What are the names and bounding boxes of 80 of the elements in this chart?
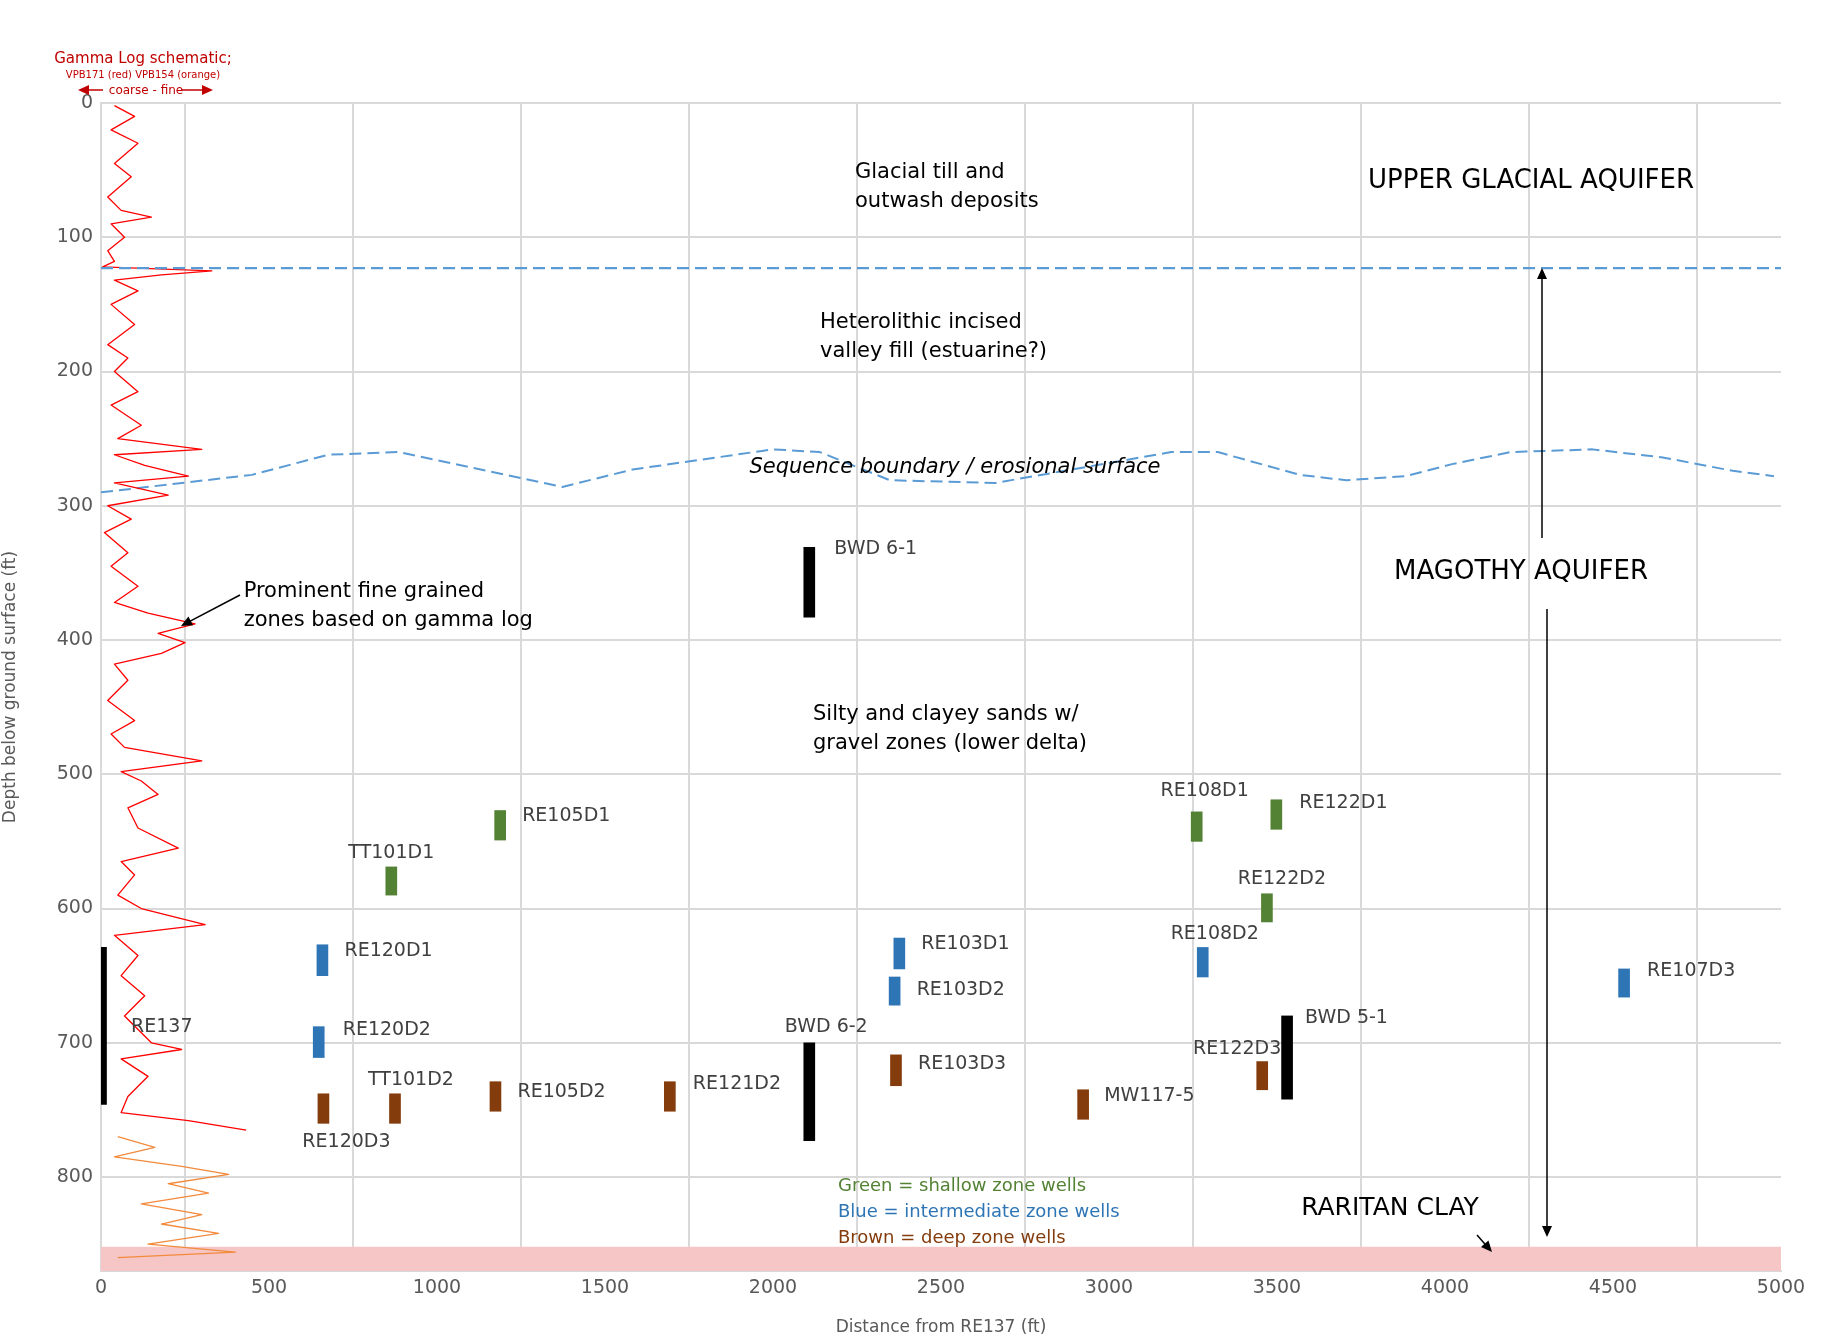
- annotation: Green = shallow zone wells: [838, 1173, 1087, 1195]
- annotation: RE122D2: [1237, 865, 1327, 888]
- annotation: Prominent fine grained zones based on gamma log: [243, 578, 533, 632]
- annotation: Silty and clayey sands w/ gravel zones (lower delta): [813, 701, 1088, 755]
- annotation: Brown = deep zone wells: [838, 1225, 1066, 1247]
- annotation: RE108D2: [1170, 921, 1259, 944]
- bar: [1281, 1015, 1293, 1100]
- bar: [312, 1026, 325, 1058]
- y-tick-label: 100: [56, 224, 93, 247]
- annotation: RE137: [131, 1013, 193, 1036]
- annotation: RE120D2: [342, 1016, 431, 1039]
- annotation: RE103D1: [921, 930, 1010, 953]
- x-tick-label: 1500: [580, 1275, 630, 1298]
- x-tick-label: 5000: [1756, 1275, 1806, 1298]
- x-axis-title: Distance from RE137 (ft): [835, 1316, 1047, 1337]
- annotation: BWD 6-2: [784, 1013, 868, 1036]
- annotation: RE121D2: [692, 1070, 782, 1093]
- bar: [893, 937, 906, 970]
- bar: [1256, 1061, 1269, 1091]
- bar: [803, 1042, 816, 1142]
- annotation: Sequence boundary / erosional surface: [749, 454, 1161, 479]
- bar: [888, 976, 901, 1006]
- bar: [1261, 893, 1273, 923]
- annotation: RE103D2: [916, 976, 1005, 999]
- annotation: Heterolithic incised valley fill (estuarine?): [820, 309, 1048, 363]
- bar: [664, 1081, 676, 1112]
- x-tick-label: 1000: [412, 1275, 462, 1298]
- bar: [316, 944, 329, 976]
- bar: [1270, 799, 1283, 830]
- annotation: RE105D1: [522, 803, 611, 826]
- x-tick-label: 3000: [1084, 1275, 1134, 1298]
- band-label: RARITAN CLAY: [1301, 1191, 1480, 1221]
- annotation: MW117-5: [1104, 1082, 1195, 1105]
- text: coarse - fine: [108, 83, 184, 98]
- annotation: RE120D3: [302, 1128, 391, 1151]
- annotation: Glacial till and outwash deposits: [855, 159, 1039, 213]
- bar: [803, 547, 816, 618]
- bar: [317, 1093, 330, 1124]
- bar: [385, 866, 398, 896]
- x-tick-label: 0: [94, 1275, 108, 1298]
- y-tick-label: 700: [56, 1029, 93, 1052]
- annotation: RE107D3: [1647, 957, 1736, 980]
- annotation: RE105D2: [517, 1078, 606, 1101]
- y-tick-label: 600: [56, 895, 93, 918]
- bar: [1196, 947, 1209, 978]
- y-tick-label: 400: [56, 626, 93, 649]
- annotation: RE108D1: [1160, 777, 1249, 800]
- x-tick-label: 4000: [1420, 1275, 1470, 1298]
- bar: [1190, 811, 1203, 842]
- bar: [489, 1081, 502, 1112]
- bar: [494, 810, 506, 841]
- y-axis-title: Depth below ground surface (ft): [0, 550, 19, 824]
- annotation: TT101D1: [347, 839, 435, 862]
- annotation: RE103D3: [917, 1050, 1007, 1073]
- y-tick-label: 300: [56, 492, 93, 515]
- text: VPB171 (red) VPB154 (orange): [65, 68, 221, 80]
- bar: [1618, 968, 1630, 998]
- x-tick-label: 500: [250, 1275, 288, 1298]
- annotation: MAGOTHY AQUIFER: [1394, 554, 1648, 585]
- text: Gamma Log schematic;: [54, 48, 232, 67]
- bar: [389, 1093, 401, 1124]
- x-tick-label: 3500: [1252, 1275, 1302, 1298]
- y-tick-label: 800: [56, 1163, 93, 1186]
- line-series: [101, 448, 1775, 494]
- annotation: UPPER GLACIAL AQUIFER: [1367, 163, 1695, 194]
- x-tick-label: 2000: [748, 1275, 798, 1298]
- annotation: BWD 5-1: [1305, 1004, 1388, 1027]
- y-tick-label: 500: [56, 761, 93, 784]
- annotation: Blue = intermediate zone wells: [838, 1199, 1120, 1221]
- x-tick-label: 2500: [916, 1275, 966, 1298]
- y-tick-label: 200: [56, 358, 93, 381]
- annotation: RE120D1: [344, 937, 433, 960]
- x-tick-label: 4500: [1588, 1275, 1638, 1298]
- bar: [890, 1054, 902, 1087]
- bar: [1077, 1089, 1089, 1120]
- annotation: BWD 6-1: [834, 536, 918, 559]
- annotation: TT101D2: [367, 1066, 454, 1089]
- annotation: RE122D3: [1193, 1035, 1282, 1058]
- annotation: RE122D1: [1299, 789, 1388, 812]
- y-tick-label: 0: [80, 89, 93, 112]
